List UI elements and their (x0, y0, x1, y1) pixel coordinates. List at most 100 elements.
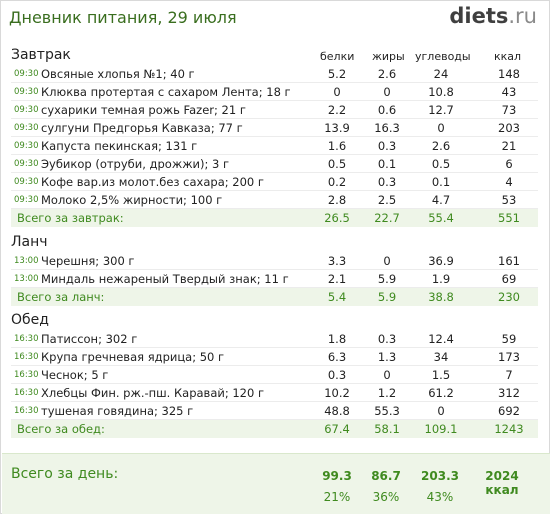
food-entry-row[interactable]: 16:30 Патиссон; 302 г 1.8 0.3 12.4 59 (11, 330, 538, 348)
entry-carbs: 10.8 (428, 85, 454, 99)
column-header-kcal: ккал (494, 50, 522, 63)
food-entry-row[interactable]: 16:30 Чеснок; 5 г 0.3 0 1.5 7 (11, 366, 538, 384)
section-total-fat: 58.1 (374, 422, 400, 436)
section-title-breakfast: Завтрак (11, 47, 71, 63)
entry-time: 13:00 (14, 274, 39, 284)
entry-name: Чеснок; 5 г (41, 368, 109, 382)
entry-time: 09:30 (14, 141, 39, 151)
entry-protein: 2.8 (327, 193, 347, 207)
entry-fat: 2.5 (377, 193, 397, 207)
entry-kcal: 73 (501, 103, 517, 117)
entry-carbs: 4.7 (431, 193, 451, 207)
section-total-label: Всего за обед: (17, 422, 105, 436)
food-entry-row[interactable]: 09:30 сулгуни Предгорья Кавказа; 77 г 13.9… (11, 119, 538, 137)
column-header-carbs: углеводы (415, 50, 471, 63)
food-entry-row[interactable]: 13:00 Миндаль нежареный Твердый знак; 11 … (11, 270, 538, 288)
section-total-label: Всего за ланч: (17, 290, 105, 304)
entry-carbs: 0 (437, 121, 445, 135)
food-entry-row[interactable]: 09:30 Овсяные хлопья №1; 40 г 5.2 2.6 24 148 (11, 65, 538, 83)
entry-kcal: 69 (501, 272, 517, 286)
entry-fat: 0 (383, 85, 391, 99)
section-total-protein: 26.5 (324, 211, 350, 225)
food-entry-row[interactable]: 09:30 Кофе вар.из молот.без сахара; 200 г… (11, 173, 538, 191)
entry-protein: 2.1 (327, 272, 347, 286)
entry-fat: 16.3 (374, 121, 400, 135)
food-entry-row[interactable]: 13:00 Черешня; 300 г 3.3 0 36.9 161 (11, 252, 538, 270)
entry-kcal: 173 (498, 350, 520, 364)
food-entry-row[interactable]: 09:30 Эубикор (отруби, дрожжи); 3 г 0.5 0.1… (11, 155, 538, 173)
food-entry-row[interactable]: 16:30 тушеная говядина; 325 г 48.8 55.3 0 692 (11, 402, 538, 420)
entry-kcal: 21 (501, 139, 517, 153)
entry-kcal: 203 (498, 121, 520, 135)
entry-fat: 5.9 (377, 272, 397, 286)
entry-protein: 13.9 (324, 121, 350, 135)
day-total-label: Всего за день: (11, 466, 119, 482)
entry-time: 09:30 (14, 195, 39, 205)
entry-time: 09:30 (14, 123, 39, 133)
entry-name: Черешня; 300 г (41, 254, 135, 268)
entry-fat: 1.3 (377, 350, 397, 364)
entry-fat: 0.3 (377, 139, 397, 153)
logo-main: diets (449, 4, 509, 28)
entry-fat: 0 (383, 254, 391, 268)
entry-time: 16:30 (14, 352, 39, 362)
entry-time: 09:30 (14, 69, 39, 79)
entry-fat: 0 (383, 368, 391, 382)
entry-kcal: 7 (505, 368, 513, 382)
entry-kcal: 59 (501, 332, 517, 346)
day-carbs-percent: 43% (426, 490, 454, 504)
day-protein-percent: 21% (323, 490, 351, 504)
entry-protein: 48.8 (324, 404, 350, 418)
entry-fat: 55.3 (374, 404, 400, 418)
entry-carbs: 1.5 (431, 368, 451, 382)
entry-carbs: 1.9 (431, 272, 451, 286)
entry-time: 09:30 (14, 105, 39, 115)
entry-protein: 2.2 (327, 103, 347, 117)
food-entry-row[interactable]: 16:30 Хлебцы Фин. рж.-пш. Каравай; 120 г 1… (11, 384, 538, 402)
entry-kcal: 43 (501, 85, 517, 99)
entry-name: тушеная говядина; 325 г (41, 404, 194, 418)
entry-name: сулгуни Предгорья Кавказа; 77 г (41, 121, 243, 135)
page-title: Дневник питания, 29 июля (9, 8, 237, 27)
entry-protein: 0 (333, 85, 341, 99)
section-total-row: Всего за ланч: 5.4 5.9 38.8 230 (11, 288, 538, 306)
entry-time: 16:30 (14, 406, 39, 416)
section-total-fat: 22.7 (374, 211, 400, 225)
entry-kcal: 4 (505, 175, 513, 189)
entry-carbs: 0.1 (431, 175, 451, 189)
entry-name: Молоко 2,5% жирности; 100 г (41, 193, 223, 207)
entry-protein: 1.6 (327, 139, 347, 153)
entry-time: 09:30 (14, 87, 39, 97)
food-entry-row[interactable]: 09:30 Капуста пекинская; 131 г 1.6 0.3 2.6 21 (11, 137, 538, 155)
entry-time: 09:30 (14, 159, 39, 169)
entry-name: Клюква протертая с сахаром Лента; 18 г (41, 85, 291, 99)
food-entry-row[interactable]: 09:30 Клюква протертая с сахаром Лента; 1… (11, 83, 538, 101)
section-total-carbs: 109.1 (424, 422, 458, 436)
food-entry-row[interactable]: 09:30 сухарики темная рожь Fazer; 21 г 2.2… (11, 101, 538, 119)
food-entry-row[interactable]: 09:30 Молоко 2,5% жирности; 100 г 2.8 2.5 4.… (11, 191, 538, 209)
column-header-fat: жиры (372, 50, 405, 63)
entry-kcal: 148 (498, 67, 520, 81)
entry-name: Овсяные хлопья №1; 40 г (41, 67, 195, 81)
entry-protein: 3.3 (327, 254, 347, 268)
entry-carbs: 12.4 (428, 332, 454, 346)
entry-carbs: 0 (437, 404, 445, 418)
entry-carbs: 61.2 (428, 386, 454, 400)
entry-fat: 0.6 (377, 103, 397, 117)
entry-time: 16:30 (14, 388, 39, 398)
entry-name: Хлебцы Фин. рж.-пш. Каравай; 120 г (41, 386, 265, 400)
day-total-protein: 99.3 (322, 469, 352, 483)
section-total-kcal: 1243 (494, 422, 524, 436)
entry-kcal: 692 (498, 404, 520, 418)
entry-name: Патиссон; 302 г (41, 332, 138, 346)
entry-name: Капуста пекинская; 131 г (41, 139, 198, 153)
entry-kcal: 53 (501, 193, 517, 207)
entry-carbs: 12.7 (428, 103, 454, 117)
entry-carbs: 0.5 (431, 157, 451, 171)
logo-tld: .ru (508, 4, 537, 28)
site-logo[interactable]: diets.ru (449, 4, 537, 28)
entry-carbs: 2.6 (431, 139, 451, 153)
day-total-box: Всего за день: 99.3 86.7 203.3 2024 ккал… (2, 453, 550, 514)
day-total-fat: 86.7 (371, 469, 401, 483)
food-entry-row[interactable]: 16:30 Крупа гречневая ядрица; 50 г 6.3 1.3 3… (11, 348, 538, 366)
